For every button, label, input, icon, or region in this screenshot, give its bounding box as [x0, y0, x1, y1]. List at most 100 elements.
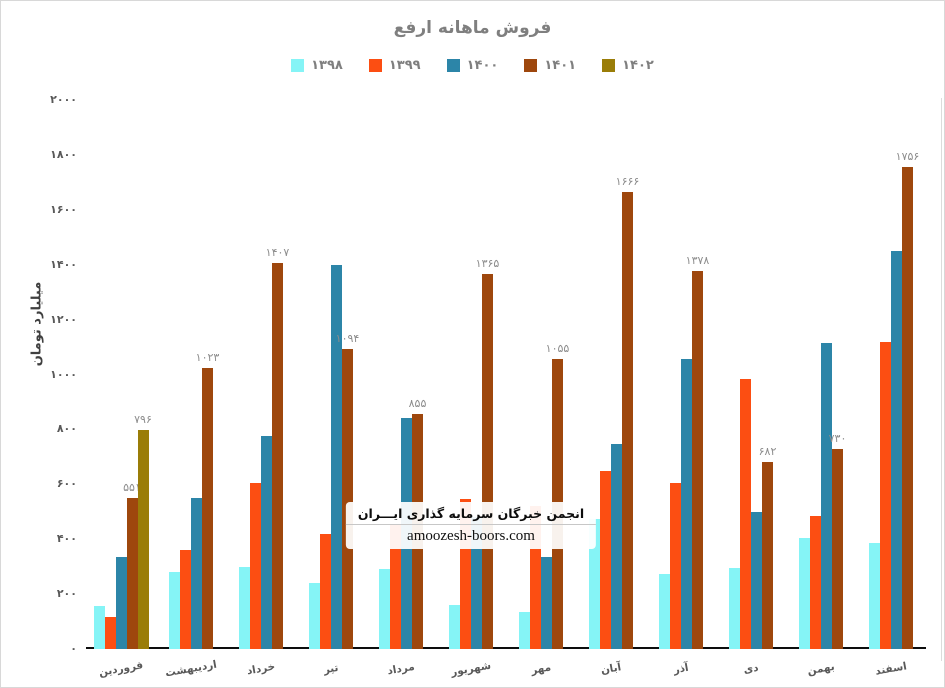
bar-series1-month3 [320, 534, 331, 649]
bar-value-label: ۶۸۲ [758, 445, 777, 458]
legend-label: ۱۴۰۱ [544, 58, 577, 73]
bar-series3-month10 [832, 449, 843, 649]
watermark-divider [345, 524, 597, 525]
legend-item-0: ۱۳۹۸ [291, 58, 343, 73]
bar-series3-month0 [126, 498, 138, 649]
y-axis-ticks: ۰ ۲۰۰ ۴۰۰ ۶۰۰ ۸۰۰ ۱۰۰۰ ۱۲۰۰ ۱۴۰۰ ۱۶۰۰ ۱۸۰۰ ۲۰۰۰ [1, 93, 77, 655]
x-tick-label-month3: تیر [322, 661, 340, 677]
legend: ۱۳۹۸ ۱۳۹۹ ۱۴۰۰ ۱۴۰۱ ۱۴۰۲ [1, 58, 944, 73]
y-tick-label: ۴۰۰ [56, 532, 77, 546]
bar-series4-month0 [137, 430, 149, 649]
bar-series0-month11 [869, 543, 880, 649]
bar-series3-month11 [902, 167, 913, 649]
bar-series3-month1 [202, 368, 213, 649]
bar-series3-month9 [762, 462, 773, 649]
bar-value-label: ۱۰۲۳ [195, 351, 220, 364]
x-axis-labels: فروردین اردیبهشت خرداد تیر مرداد شهریور مهر آبا… [86, 659, 926, 687]
legend-label: ۱۳۹۹ [388, 58, 421, 73]
bar-series2-month9 [751, 512, 762, 649]
bar-series0-month5 [449, 605, 460, 649]
bar-value-label: ۱۶۶۶ [615, 175, 640, 188]
bar-series0-month10 [799, 538, 810, 649]
bar-series3-month3 [342, 349, 353, 649]
y-tick-label: ۲۰۰۰ [50, 93, 77, 106]
bar-value-label: ۱۴۰۷ [265, 246, 290, 259]
x-tick-label-month8: آذر [672, 661, 690, 677]
bar-series2-month1 [191, 498, 202, 649]
watermark: انجمن خبرگان سرمایه گذاری ایـــران amooz… [345, 502, 597, 549]
bar-series1-month6 [530, 506, 541, 649]
y-tick-label: ۸۰۰ [56, 422, 77, 436]
bar-series3-month8 [692, 271, 703, 649]
bar-series1-month4 [390, 525, 401, 649]
bar-series1-month9 [740, 379, 751, 649]
bar-series0-month9 [729, 568, 740, 649]
y-tick-label: ۱۰۰۰ [50, 367, 77, 381]
y-tick-label: ۲۰۰ [56, 587, 77, 601]
bar-series0-month0 [93, 606, 105, 649]
x-tick-label-month1: اردیبهشت [164, 658, 218, 680]
bar-series2-month0 [115, 557, 127, 649]
legend-swatch-icon [446, 59, 460, 72]
bar-value-label: ۷۹۶ [134, 413, 152, 426]
x-tick-label-month11: اسفند [874, 660, 908, 678]
bar-series2-month11 [891, 251, 902, 649]
y-tick-label: ۰ [70, 642, 77, 655]
legend-item-4: ۱۴۰۲ [602, 58, 654, 73]
legend-item-1: ۱۳۹۹ [368, 58, 421, 73]
legend-item-3: ۱۴۰۱ [524, 58, 576, 73]
bar-series3-month2 [272, 263, 283, 649]
bar-value-label: ۱۷۵۶ [895, 150, 920, 163]
y-tick-label: ۶۰۰ [56, 477, 77, 491]
bar-value-label: ۱۳۷۸ [685, 254, 710, 267]
legend-label: ۱۳۹۸ [311, 58, 343, 73]
bar-value-label: ۸۵۵ [408, 397, 427, 410]
plot-right-border [941, 98, 942, 661]
x-tick-label-month4: مرداد [386, 660, 416, 678]
chart-title: فروش ماهانه ارفع [393, 18, 552, 38]
bar-value-label: ۱۰۵۵ [545, 342, 570, 355]
bar-series1-month2 [250, 483, 261, 649]
y-tick-label: ۱۴۰۰ [50, 257, 77, 271]
legend-swatch-icon [524, 59, 538, 72]
y-tick-label: ۱۲۰۰ [50, 312, 77, 326]
y-tick-label: ۱۸۰۰ [50, 147, 77, 161]
bar-series2-month3 [331, 265, 342, 649]
bar-series0-month6 [519, 612, 530, 649]
x-tick-label-month2: خرداد [245, 660, 277, 678]
plot-area: ۵۵۱ ۷۹۶ ۱۰۲۳ ۱۴۰۷ ۱۰۹۴ ۸۵۵ ۱۳۶۵ ۱۰۵۵ ۱۶۶۶ ۱۳۷۸ ۶۸۲… [86, 100, 926, 649]
bar-series1-month1 [180, 550, 191, 649]
bar-value-label: ۷۳۰ [828, 432, 847, 445]
legend-label: ۱۴۰۲ [622, 58, 654, 73]
legend-swatch-icon [602, 59, 616, 72]
bar-value-label: ۱۳۶۵ [475, 257, 500, 270]
bar-series1-month11 [880, 342, 891, 649]
x-tick-label-month9: دی [742, 661, 760, 677]
bar-series0-month8 [659, 574, 670, 649]
bar-series3-month7 [622, 192, 633, 649]
x-tick-label-month10: بهمن [806, 660, 836, 678]
legend-swatch-icon [291, 59, 305, 72]
bar-series3-month5 [482, 274, 493, 649]
legend-label: ۱۴۰۰ [466, 58, 499, 73]
bar-series2-month7 [611, 444, 622, 649]
bar-series2-month8 [681, 359, 692, 649]
bar-value-label: ۱۰۹۴ [335, 332, 360, 345]
bar-series1-month0 [104, 617, 116, 649]
bar-series1-month8 [670, 483, 681, 649]
bar-value-label: ۵۵۱ [123, 481, 141, 494]
watermark-site-url: amoozesh-boors.com [407, 528, 535, 544]
x-tick-label-month0: فروردین [97, 659, 145, 679]
bar-series0-month1 [169, 572, 180, 649]
watermark-persian-text: انجمن خبرگان سرمایه گذاری ایـــران [357, 506, 585, 521]
bar-series2-month2 [261, 436, 272, 649]
legend-item-2: ۱۴۰۰ [446, 58, 499, 73]
bar-series1-month7 [600, 471, 611, 649]
bar-series1-month5 [460, 499, 471, 649]
bar-series2-month10 [821, 343, 832, 649]
bar-series0-month4 [379, 569, 390, 649]
bar-series1-month10 [810, 516, 821, 649]
bar-series0-month7 [589, 519, 600, 649]
x-tick-label-month5: شهریور [450, 659, 492, 679]
